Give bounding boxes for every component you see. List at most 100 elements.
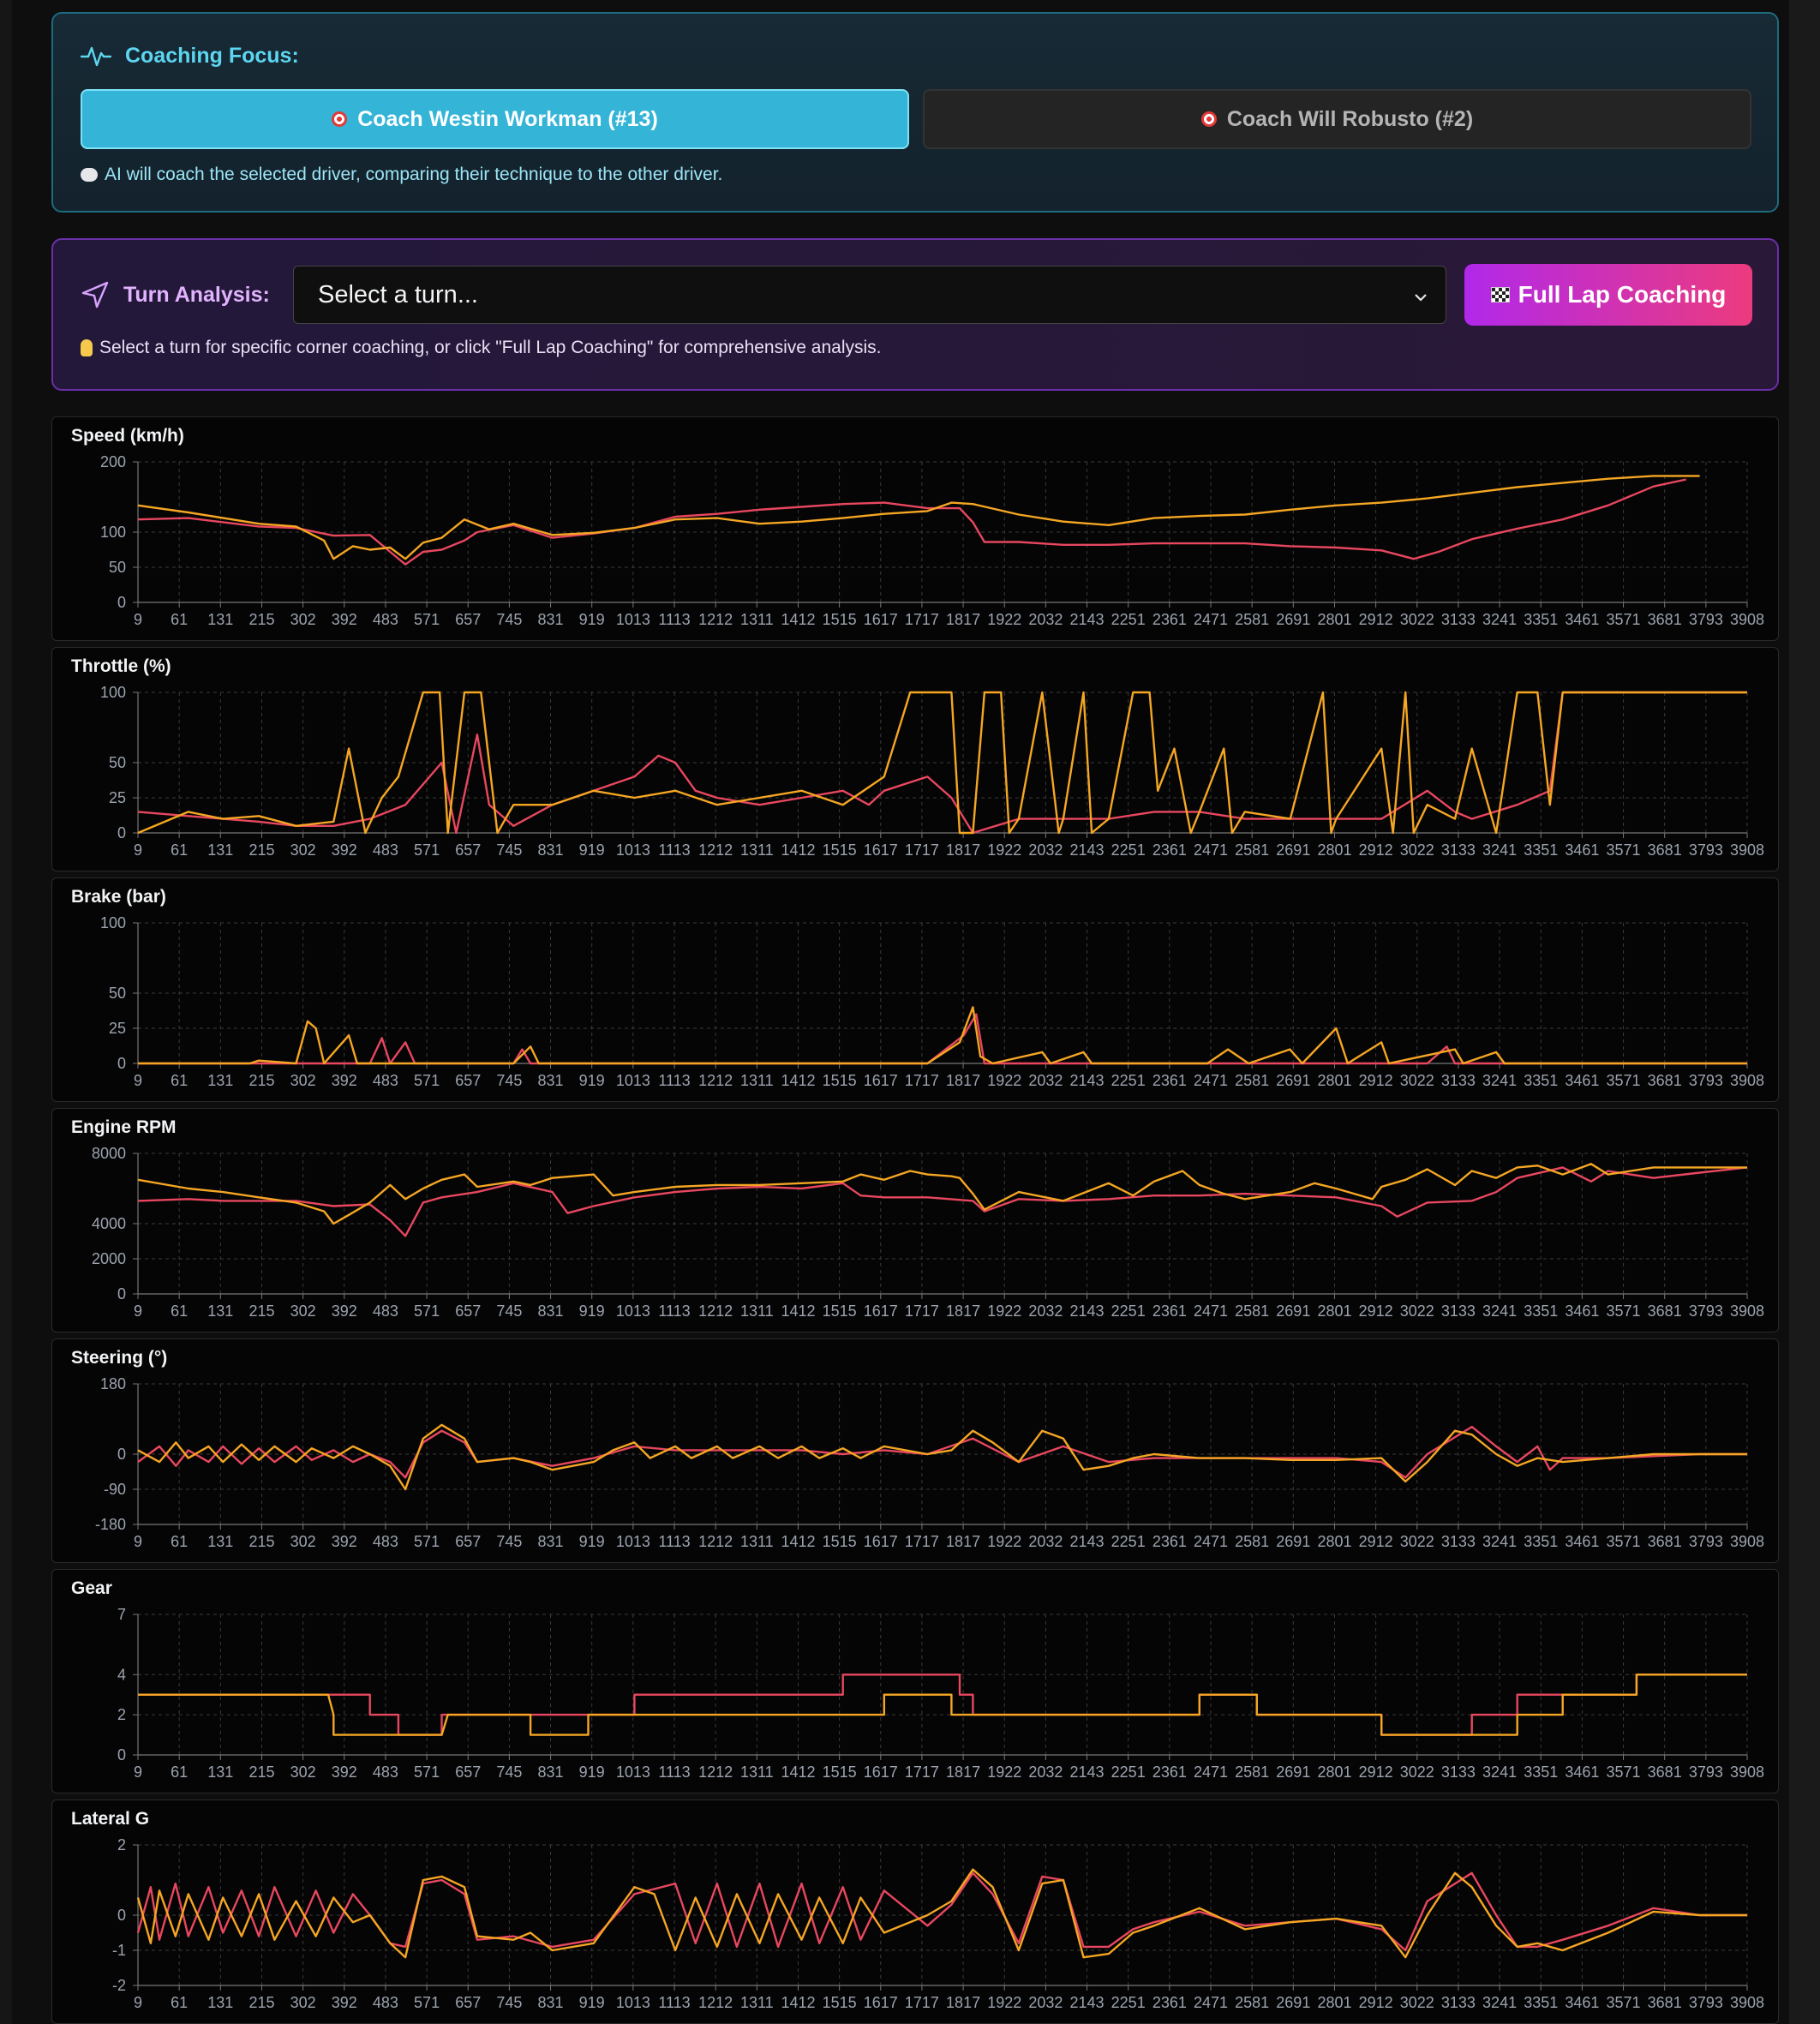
x-tick-label: 1515 <box>823 611 857 628</box>
x-tick-label: 657 <box>455 1302 481 1320</box>
coach-westin-label: Coach Westin Workman (#13) <box>357 106 658 131</box>
x-tick-label: 1817 <box>946 611 980 628</box>
x-tick-label: 2581 <box>1235 1302 1269 1320</box>
x-tick-label: 1113 <box>658 1764 690 1781</box>
x-tick-label: 3133 <box>1441 1994 1476 2011</box>
y-tick-label: 0 <box>117 824 126 841</box>
x-tick-label: 3793 <box>1689 841 1723 859</box>
x-tick-label: 2801 <box>1317 841 1351 859</box>
x-tick-label: 3793 <box>1689 1764 1723 1781</box>
turn-select[interactable]: Select a turn... <box>293 266 1446 324</box>
x-tick-label: 3461 <box>1565 611 1599 628</box>
x-tick-label: 831 <box>538 1072 564 1089</box>
x-tick-label: 1817 <box>946 1994 980 2011</box>
x-tick-label: 2912 <box>1359 1764 1393 1781</box>
x-tick-label: 3681 <box>1648 1764 1682 1781</box>
x-tick-label: 3681 <box>1648 841 1682 859</box>
plot-area[interactable]: 9 61 131 215 302 392 483 571 657 745 831 919 1013 111… <box>52 1570 1778 1793</box>
plot-area[interactable]: 9 61 131 215 302 392 483 571 657 745 831 919 1013 111… <box>52 648 1778 871</box>
steering-chart[interactable]: Steering (°) 9 61 131 215 302 392 483 571 657 745… <box>51 1338 1779 1563</box>
full-lap-coaching-button[interactable]: Full Lap Coaching <box>1464 264 1752 326</box>
brake-chart[interactable]: Brake (bar) 9 61 131 215 302 392 483 571 657 745 8… <box>51 877 1779 1102</box>
gear-chart[interactable]: Gear 9 61 131 215 302 392 483 571 657 745 831 919 10… <box>51 1569 1779 1793</box>
activity-icon <box>81 43 111 69</box>
x-tick-label: 657 <box>455 1994 481 2011</box>
x-tick-label: 1412 <box>781 1072 815 1089</box>
x-tick-label: 2251 <box>1111 611 1146 628</box>
x-tick-label: 745 <box>496 1302 522 1320</box>
x-tick-label: 3241 <box>1482 1994 1517 2011</box>
x-tick-label: 1013 <box>616 1072 650 1089</box>
x-tick-label: 215 <box>248 841 274 859</box>
x-tick-label: 1013 <box>616 1764 650 1781</box>
x-tick-label: 9 <box>134 1764 142 1781</box>
lateral-g-chart[interactable]: Lateral G 9 61 131 215 302 392 483 571 657 745 831… <box>51 1799 1779 2024</box>
x-tick-label: 1717 <box>905 841 939 859</box>
series-line-2 <box>137 1425 1747 1479</box>
x-tick-label: 745 <box>496 1072 522 1089</box>
x-tick-label: 3133 <box>1441 1302 1476 1320</box>
x-tick-label: 745 <box>496 1994 522 2011</box>
x-tick-label: 3908 <box>1730 1072 1764 1089</box>
coaching-focus-title: Coaching Focus: <box>125 43 299 68</box>
coach-will-button[interactable]: Coach Will Robusto (#2) <box>923 89 1751 149</box>
series-line-1 <box>137 1423 1747 1491</box>
plot-area[interactable]: 9 61 131 215 302 392 483 571 657 745 831 919 1013 111… <box>52 1339 1778 1562</box>
x-tick-label: 1113 <box>658 1533 690 1550</box>
x-tick-label: 1212 <box>698 1072 733 1089</box>
x-tick-label: 1617 <box>864 1302 898 1320</box>
turn-analysis-note: Select a turn for specific corner coachi… <box>81 338 882 358</box>
x-tick-label: 61 <box>171 611 188 628</box>
x-tick-label: 2032 <box>1028 841 1063 859</box>
series-line-2 <box>137 691 1747 835</box>
y-tick-label: -2 <box>112 1977 126 1994</box>
coach-westin-button[interactable]: Coach Westin Workman (#13) <box>81 89 909 149</box>
x-tick-label: 215 <box>248 1994 274 2011</box>
y-tick-label: 0 <box>117 1907 126 1924</box>
x-tick-label: 3351 <box>1524 1302 1558 1320</box>
engine-rpm-chart[interactable]: Engine RPM 9 61 131 215 302 392 483 571 657 745 83… <box>51 1108 1779 1332</box>
x-tick-label: 3461 <box>1565 1072 1599 1089</box>
y-tick-label: 100 <box>100 524 126 541</box>
x-tick-label: 3241 <box>1482 611 1517 628</box>
plot-area[interactable]: 9 61 131 215 302 392 483 571 657 745 831 919 1013 111… <box>52 878 1778 1101</box>
plot-area[interactable]: 9 61 131 215 302 392 483 571 657 745 831 919 1013 111… <box>52 417 1778 640</box>
x-tick-label: 1412 <box>781 1302 815 1320</box>
x-tick-label: 2143 <box>1070 1764 1105 1781</box>
x-tick-label: 2801 <box>1317 1764 1351 1781</box>
x-tick-label: 1311 <box>740 1533 774 1550</box>
x-tick-label: 131 <box>207 1764 233 1781</box>
x-tick-label: 571 <box>414 1072 440 1089</box>
plot-area[interactable]: 9 61 131 215 302 392 483 571 657 745 831 919 1013 111… <box>52 1109 1778 1332</box>
x-tick-label: 3461 <box>1565 841 1599 859</box>
series-line-2 <box>137 478 1686 566</box>
x-tick-label: 831 <box>538 1764 564 1781</box>
throttle-chart[interactable]: Throttle (%) 9 61 131 215 302 392 483 571 657 745… <box>51 647 1779 871</box>
x-tick-label: 3571 <box>1607 611 1641 628</box>
x-tick-label: 2471 <box>1194 1072 1228 1089</box>
speed-chart[interactable]: Speed (km/h) 9 61 131 215 302 392 483 571 657 745… <box>51 416 1779 641</box>
x-tick-label: 2143 <box>1070 1533 1105 1550</box>
x-tick-label: 9 <box>134 1533 142 1550</box>
x-tick-label: 302 <box>290 841 316 859</box>
x-tick-label: 1717 <box>905 1302 939 1320</box>
x-tick-label: 9 <box>134 841 142 859</box>
x-tick-label: 919 <box>579 1533 605 1550</box>
x-tick-label: 302 <box>290 611 316 628</box>
x-tick-label: 2143 <box>1070 611 1105 628</box>
x-tick-label: 657 <box>455 1072 481 1089</box>
x-tick-label: 2691 <box>1276 1072 1310 1089</box>
x-tick-label: 1817 <box>946 1302 980 1320</box>
x-tick-label: 919 <box>579 1072 605 1089</box>
x-tick-label: 131 <box>207 1072 233 1089</box>
plot-area[interactable]: 9 61 131 215 302 392 483 571 657 745 831 919 1013 111… <box>52 1800 1778 2023</box>
x-tick-label: 2691 <box>1276 1994 1310 2011</box>
y-tick-label: 0 <box>117 1285 126 1302</box>
checkered-flag-icon <box>1490 287 1510 302</box>
x-tick-label: 2471 <box>1194 1302 1228 1320</box>
x-tick-label: 3351 <box>1524 1072 1558 1089</box>
page-scrollbar[interactable] <box>1789 0 1820 2024</box>
x-tick-label: 1412 <box>781 1764 815 1781</box>
x-tick-label: 483 <box>373 841 398 859</box>
series-line-1 <box>137 475 1700 560</box>
